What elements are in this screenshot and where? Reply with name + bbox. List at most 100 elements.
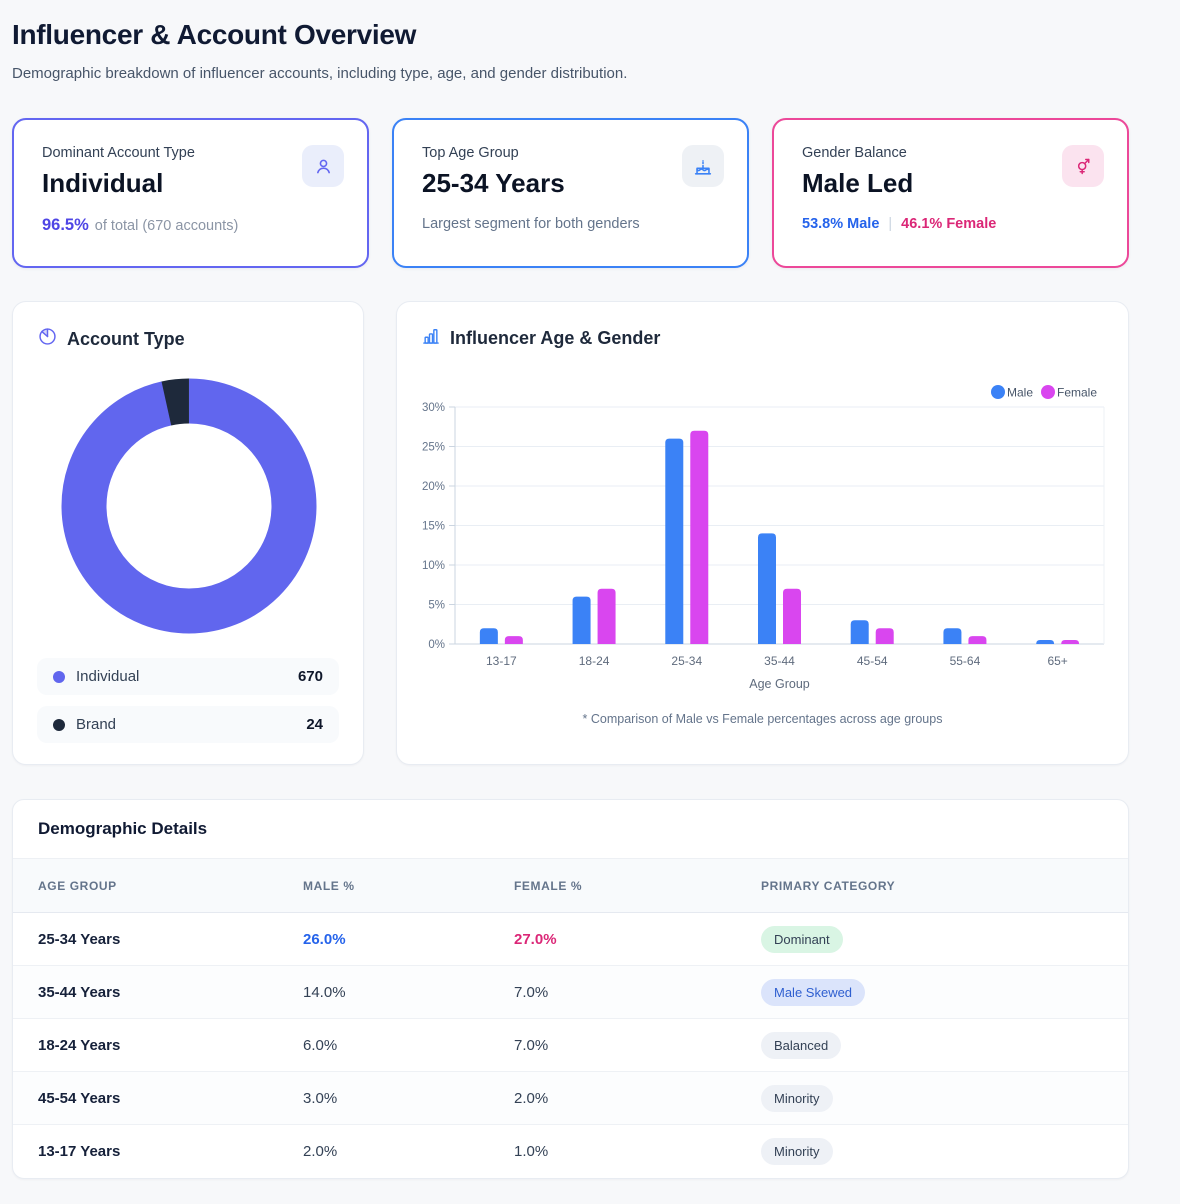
svg-text:10%: 10%: [422, 560, 445, 572]
category-badge: Male Skewed: [761, 978, 866, 1006]
legend-value: 670: [297, 668, 323, 685]
table-row[interactable]: 25-34 Years 26.0% 27.0% Dominant: [13, 913, 1128, 966]
column-header-male: MALE %: [303, 878, 355, 893]
cell-category: Minority: [761, 1084, 1103, 1112]
bar-chart-icon: [421, 326, 441, 351]
cell-male-pct: 6.0%: [303, 1036, 338, 1054]
gender-balance-card: Gender Balance Male Led 53.8% Male | 46.1%…: [772, 118, 1129, 268]
cell-age-group: 25-34 Years: [38, 930, 121, 948]
svg-text:13-17: 13-17: [486, 654, 517, 668]
svg-text:45-54: 45-54: [857, 654, 888, 668]
stat-card-subtext: 96.5% of total (670 accounts): [42, 216, 343, 235]
gender-icon: [1062, 145, 1104, 187]
table-row[interactable]: 13-17 Years 2.0% 1.0% Minority: [13, 1125, 1128, 1178]
account-type-header: Account Type: [13, 302, 363, 352]
category-badge: Minority: [761, 1138, 833, 1165]
category-badge: Balanced: [761, 1031, 842, 1059]
age-gender-header: Influencer Age & Gender: [397, 302, 1128, 351]
column-header-age-group: AGE GROUP: [38, 878, 117, 893]
stat-card-value: Individual: [42, 168, 164, 198]
table-title: Demographic Details: [13, 800, 1128, 859]
cell-category: Male Skewed: [761, 978, 1103, 1006]
cell-age-group: 35-44 Years: [38, 983, 121, 1001]
cell-female-pct: 2.0%: [514, 1089, 549, 1107]
table-header-row: AGE GROUP MALE % FEMALE % PRIMARY CATEGO…: [13, 859, 1128, 913]
category-badge: Minority: [761, 1084, 833, 1112]
stat-card-value: Male Led: [802, 168, 914, 198]
svg-text:Age Group: Age Group: [749, 677, 810, 691]
chart-title: Influencer Age & Gender: [450, 328, 661, 348]
donut-legend-item[interactable]: Individual 670: [37, 658, 339, 695]
cell-male-pct: 2.0%: [303, 1143, 338, 1160]
percentage-suffix: of total (670 accounts): [94, 218, 239, 234]
age-gender-bar-chart[interactable]: 0% 5% 10% 15% 20% 25% 30% 13-17 18-24 25-34 35-44 4…: [419, 376, 1108, 696]
cell-male-pct: 14.0%: [303, 983, 346, 1001]
page-subtitle: Demographic breakdown of influencer acco…: [12, 65, 628, 82]
dominant-account-type-card: Dominant Account Type Individual 96.5% of…: [12, 118, 369, 268]
top-age-group-card: Top Age Group 25-34 Years Largest segmen…: [392, 118, 749, 268]
cell-age-group: 13-17 Years: [38, 1143, 121, 1160]
dashboard-page: Influencer & Account Overview Demographi…: [12, 19, 1129, 1179]
legend-value: 24: [306, 716, 323, 733]
chart-title: Account Type: [67, 328, 185, 349]
svg-text:65+: 65+: [1047, 654, 1067, 668]
page-title: Influencer & Account Overview: [12, 19, 417, 50]
cell-category: Dominant: [761, 925, 1103, 953]
table-row[interactable]: 45-54 Years 3.0% 2.0% Minority: [13, 1072, 1128, 1125]
demographic-details-card: Demographic Details AGE GROUP MALE % FEM…: [12, 799, 1129, 1179]
svg-text:20%: 20%: [422, 481, 445, 493]
cell-female-pct: 7.0%: [514, 983, 549, 1001]
cell-female-pct: 1.0%: [514, 1143, 549, 1160]
cake-icon: [682, 145, 724, 187]
separator: |: [888, 216, 893, 232]
stat-card-subtext: Largest segment for both genders: [422, 216, 640, 232]
stat-card-label: Top Age Group: [422, 145, 519, 161]
donut-legend-item[interactable]: Brand 24: [37, 706, 339, 743]
svg-text:15%: 15%: [422, 521, 445, 533]
cell-category: Balanced: [761, 1031, 1103, 1059]
stat-card-label: Dominant Account Type: [42, 145, 195, 161]
legend-color-dot: [53, 670, 65, 683]
svg-text:55-64: 55-64: [950, 654, 981, 668]
person-icon: [302, 145, 344, 187]
cell-category: Minority: [761, 1138, 1103, 1165]
svg-text:Female: Female: [1057, 386, 1097, 400]
cell-age-group: 18-24 Years: [38, 1036, 121, 1054]
cell-female-pct: 7.0%: [514, 1036, 549, 1054]
legend-label: Individual: [76, 668, 140, 685]
chart-footnote: * Comparison of Male vs Female percentag…: [582, 712, 943, 726]
svg-text:35-44: 35-44: [764, 654, 795, 668]
cell-male-pct: 3.0%: [303, 1089, 338, 1107]
svg-text:Male: Male: [1007, 386, 1033, 400]
svg-text:25-34: 25-34: [671, 654, 702, 668]
table-row[interactable]: 35-44 Years 14.0% 7.0% Male Skewed: [13, 966, 1128, 1019]
account-type-donut-chart[interactable]: [13, 366, 364, 646]
table-body: 25-34 Years 26.0% 27.0% Dominant 35-44 Y…: [13, 913, 1128, 1178]
cell-age-group: 45-54 Years: [38, 1089, 121, 1107]
donut-legend: Individual 670 Brand 24: [37, 658, 339, 743]
column-header-category: PRIMARY CATEGORY: [761, 878, 896, 893]
svg-text:18-24: 18-24: [579, 654, 610, 668]
cell-female-pct: 27.0%: [514, 930, 557, 948]
stat-card-value: 25-34 Years: [422, 168, 565, 198]
account-type-card: Account Type Individual 670 Brand 24: [12, 301, 364, 765]
table-row[interactable]: 18-24 Years 6.0% 7.0% Balanced: [13, 1019, 1128, 1072]
column-header-female: FEMALE %: [514, 878, 583, 893]
legend-label: Brand: [76, 716, 117, 733]
legend-color-dot: [53, 718, 65, 731]
male-percentage: 53.8% Male: [802, 216, 880, 232]
stat-cards-row: Dominant Account Type Individual 96.5% of…: [12, 118, 1129, 268]
svg-text:30%: 30%: [422, 402, 445, 414]
category-badge: Dominant: [761, 925, 843, 953]
charts-row: Account Type Individual 670 Brand 24: [12, 301, 1129, 765]
percentage-value: 96.5%: [42, 216, 89, 234]
cell-male-pct: 26.0%: [303, 930, 346, 948]
stat-card-subtext: 53.8% Male | 46.1% Female: [802, 216, 1103, 232]
svg-text:0%: 0%: [428, 639, 445, 651]
pie-chart-icon: [37, 326, 58, 352]
stat-card-label: Gender Balance: [802, 145, 907, 161]
svg-text:25%: 25%: [422, 442, 445, 454]
svg-text:5%: 5%: [428, 600, 445, 612]
female-percentage: 46.1% Female: [901, 216, 997, 232]
age-gender-card: Influencer Age & Gender 0% 5% 10% 15% 20% 25%…: [396, 301, 1129, 765]
